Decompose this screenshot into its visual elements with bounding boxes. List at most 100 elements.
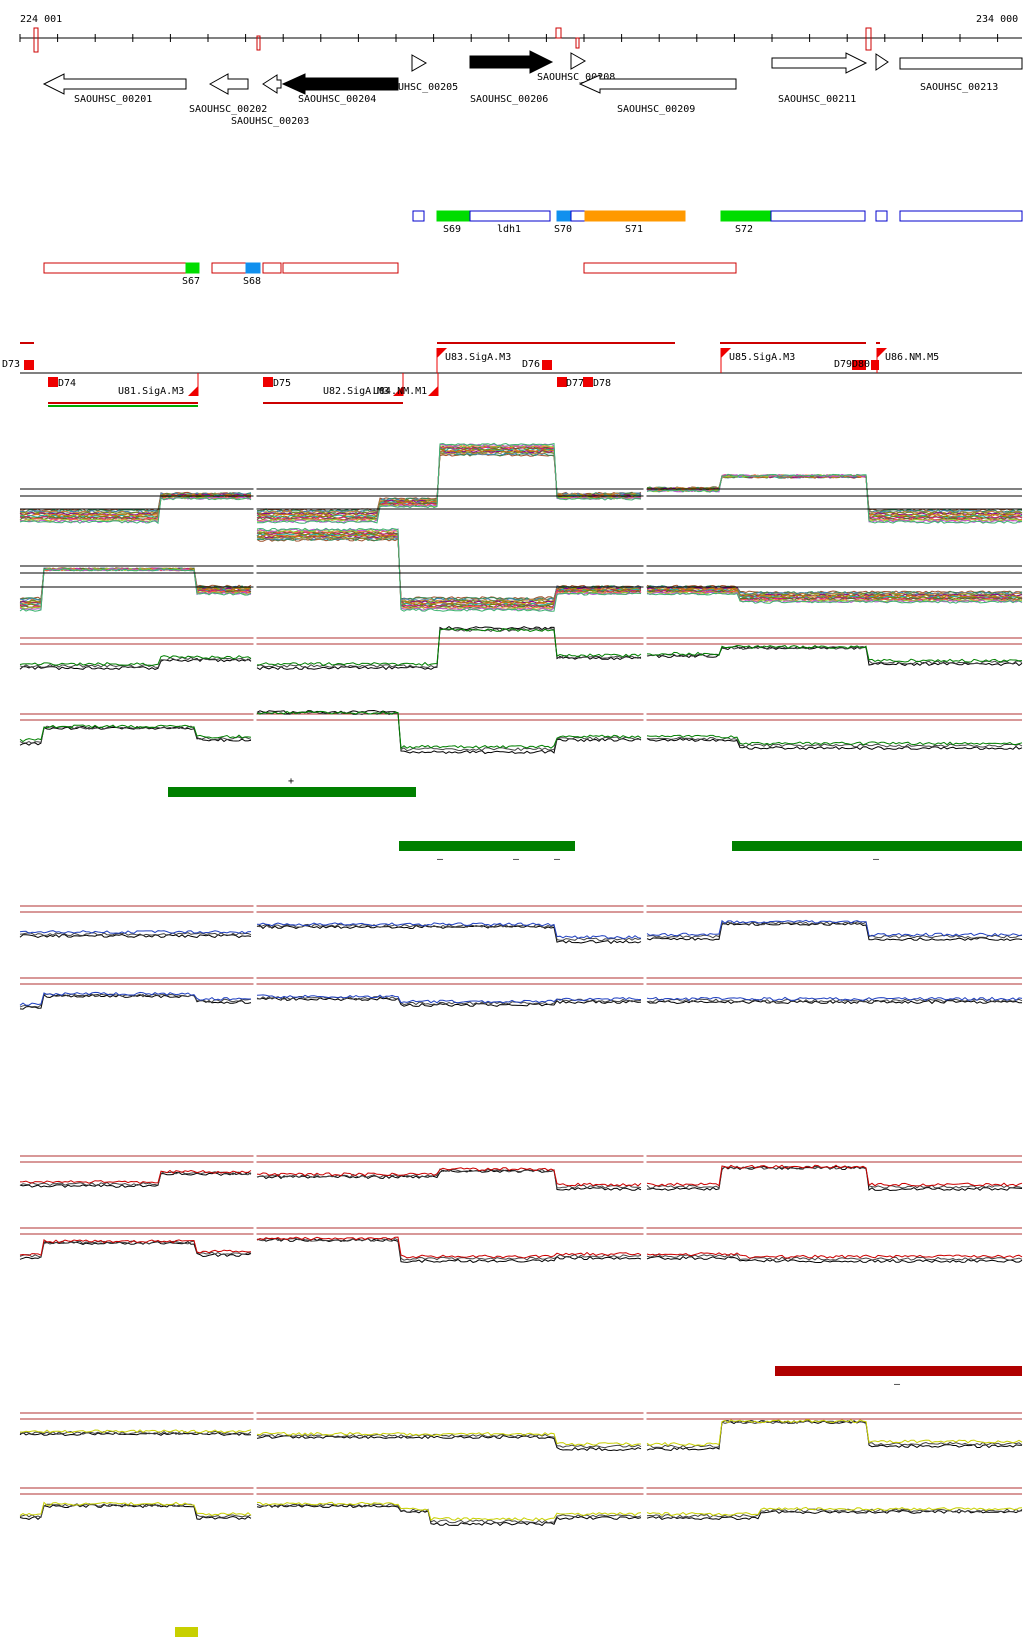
gene-arrow[interactable] (469, 50, 554, 74)
terminator-mark[interactable] (557, 377, 567, 387)
segment-label: S67 (182, 276, 200, 287)
gene-arrow[interactable] (42, 73, 187, 95)
promoter-label: D75 (273, 378, 291, 389)
promoter-label: D73 (2, 359, 20, 370)
gene-label: SAOUHSC_00208 (537, 72, 615, 83)
gene-arrow[interactable] (771, 52, 868, 74)
expression-line (19, 1240, 252, 1260)
strand-sign: – (554, 854, 561, 865)
terminator-mark[interactable] (263, 377, 273, 387)
promoter-label: U85.SigA.M3 (729, 352, 795, 363)
segment-box[interactable] (436, 210, 471, 222)
expression-line (646, 1419, 1023, 1449)
expression-line (256, 625, 642, 671)
expression-track-condition (19, 1395, 1023, 1455)
expression-line (256, 529, 642, 610)
coordinate-ruler: 224 001 234 000 (19, 14, 1022, 53)
gene-arrow[interactable] (570, 52, 587, 70)
gene-arrow[interactable] (281, 73, 399, 95)
expression-line (256, 451, 642, 515)
promoter-arrow[interactable] (188, 386, 198, 396)
segment-box[interactable] (570, 210, 586, 222)
gene-arrow[interactable] (208, 73, 249, 95)
segment-box[interactable] (583, 262, 737, 274)
segment-box[interactable] (720, 210, 772, 222)
segment-track-reverse: S67 S68 (43, 262, 737, 287)
segment-box[interactable] (875, 210, 888, 222)
promoter-arrow[interactable] (721, 348, 731, 358)
expression-line (256, 444, 642, 523)
expression-line (256, 1433, 642, 1449)
expression-line (256, 628, 642, 669)
gene-label: SAOUHSC_00201 (74, 94, 152, 105)
promoter-arrow[interactable] (437, 348, 447, 358)
segment-box[interactable] (245, 262, 261, 274)
expression-line (646, 996, 1023, 1002)
terminator-mark[interactable] (860, 360, 866, 370)
ruler-marker (575, 37, 580, 49)
segment-box[interactable] (282, 262, 399, 274)
expression-line (19, 725, 252, 746)
expression-track-all-reverse (19, 527, 1023, 612)
promoter-label: D78 (593, 378, 611, 389)
gene-arrow[interactable] (578, 74, 737, 94)
condition-bar-green[interactable] (399, 841, 575, 851)
promoter-arrow[interactable] (428, 386, 438, 396)
terminator-mark[interactable] (24, 360, 34, 370)
expression-line (646, 999, 1022, 1005)
expression-track-condition (19, 696, 1023, 756)
condition-bar-green[interactable] (168, 787, 416, 797)
expression-line (646, 644, 1023, 663)
segment-box[interactable] (43, 262, 187, 274)
expression-track-condition (19, 888, 1023, 948)
promoter-arrow[interactable] (877, 348, 887, 358)
gene-arrow[interactable] (899, 57, 1023, 70)
segment-box[interactable] (262, 262, 282, 274)
promoter-arrow[interactable] (393, 386, 403, 396)
expression-line (256, 922, 642, 940)
terminator-mark[interactable] (48, 377, 58, 387)
gene-arrow[interactable] (411, 54, 428, 72)
gene-label: SAOUHSC_00206 (470, 94, 548, 105)
expression-track-all-forward (19, 442, 1023, 530)
segment-box[interactable] (412, 210, 425, 222)
terminator-mark[interactable] (871, 360, 879, 370)
expression-line (256, 1169, 642, 1191)
segment-box[interactable] (185, 262, 200, 274)
expression-track-condition (19, 960, 1023, 1020)
expression-line (646, 998, 1023, 1003)
expression-line (256, 1501, 642, 1522)
condition-bars: + – – – – – (168, 776, 1022, 1637)
promoter-label: D79 (834, 359, 852, 370)
expression-line (256, 1503, 642, 1524)
segment-box[interactable] (211, 262, 247, 274)
segment-label: S72 (735, 224, 753, 235)
condition-bar-green[interactable] (732, 841, 1022, 851)
expression-line (19, 933, 252, 939)
expression-line (19, 568, 252, 612)
gene-label: UHSC_00205 (398, 82, 458, 93)
terminator-mark[interactable] (583, 377, 593, 387)
condition-bar-yellow[interactable] (175, 1627, 198, 1637)
segment-box[interactable] (770, 210, 866, 222)
expression-line (19, 930, 252, 934)
segment-box[interactable] (899, 210, 1023, 222)
gene-arrow[interactable] (262, 74, 282, 94)
segment-box[interactable] (469, 210, 551, 222)
expression-line (256, 451, 642, 514)
terminator-mark[interactable] (852, 360, 860, 370)
expression-line (256, 1435, 642, 1452)
expression-line (256, 627, 642, 667)
segment-box[interactable] (584, 210, 686, 222)
gene-arrow[interactable] (875, 53, 889, 71)
condition-bar-red[interactable] (775, 1366, 1022, 1376)
expression-line (256, 996, 642, 1008)
expression-line (646, 1506, 1023, 1517)
expression-line (256, 453, 642, 512)
segment-box[interactable] (556, 210, 572, 222)
gene-label: SAOUHSC_00204 (298, 94, 376, 105)
expression-line (646, 920, 1023, 939)
terminator-mark[interactable] (542, 360, 552, 370)
